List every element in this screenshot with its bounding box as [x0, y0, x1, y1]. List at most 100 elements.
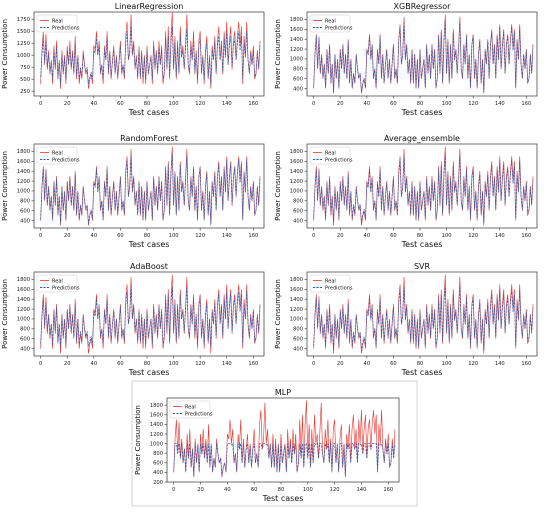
legend-predictions-label: Predictions	[185, 412, 213, 418]
x-tick-label: 0	[312, 361, 315, 367]
y-tick-label: 1600	[17, 159, 30, 165]
y-tick-label: 800	[293, 327, 303, 333]
y-tick-label: 1400	[290, 169, 303, 175]
x-tick-label: 80	[417, 361, 424, 367]
x-tick-label: 100	[442, 361, 452, 367]
y-tick-label: 600	[20, 337, 30, 343]
y-tick-label: 1500	[17, 29, 30, 35]
legend-predictions-label: Predictions	[52, 26, 80, 32]
y-tick-label: 1000	[290, 189, 303, 195]
y-axis-label: Power Consumption	[274, 19, 282, 89]
chart-panel-5: SVR 0 20 40 60 80 100 120 140 160 400 600 800 1000 120…	[274, 262, 538, 377]
predictions-series-line	[40, 286, 261, 347]
chart-title: Average_ensemble	[384, 134, 460, 143]
chart-title: AdaBoost	[130, 262, 168, 271]
x-tick-label: 160	[248, 101, 258, 107]
legend-real-label: Real	[325, 19, 336, 25]
x-tick-label: 120	[195, 101, 205, 107]
y-tick-label: 1800	[17, 149, 30, 155]
y-tick-label: 1750	[17, 17, 30, 23]
x-tick-label: 100	[169, 101, 179, 107]
chart-panel-0: LinearRegression 0 20 40 60 80 100 120 140 160 250…	[1, 2, 265, 117]
x-tick-label: 40	[364, 101, 371, 107]
y-tick-label: 1000	[290, 317, 303, 323]
chart-title: RandomForest	[120, 134, 178, 143]
x-tick-label: 140	[356, 487, 366, 493]
x-tick-label: 40	[364, 233, 371, 239]
chart-panel-1: XGBRegressor 0 20 40 60 80 100 120 140 160 400 600 8…	[274, 2, 538, 117]
x-tick-label: 20	[197, 487, 204, 493]
y-tick-label: 1200	[290, 179, 303, 185]
x-tick-label: 140	[495, 361, 505, 367]
y-tick-label: 1800	[290, 149, 303, 155]
x-tick-label: 40	[91, 101, 98, 107]
legend-predictions-label: Predictions	[325, 26, 353, 32]
y-tick-label: 800	[20, 327, 30, 333]
y-tick-label: 600	[293, 77, 303, 83]
y-tick-label: 600	[153, 461, 163, 467]
chart-panel-4: AdaBoost 0 20 40 60 80 100 120 140 160 400 600 800 10…	[1, 262, 265, 377]
y-tick-label: 1000	[17, 189, 30, 195]
x-axis-label: Test cases	[401, 108, 443, 117]
y-tick-label: 250	[20, 89, 30, 95]
y-axis-label: Power Consumption	[274, 279, 282, 349]
predictions-series-line	[313, 285, 534, 351]
legend-real-label: Real	[185, 405, 196, 411]
chart-title: LinearRegression	[115, 2, 184, 11]
predictions-series-line	[40, 26, 261, 85]
x-tick-label: 160	[521, 233, 531, 239]
y-tick-label: 1000	[290, 57, 303, 63]
legend-predictions-label: Predictions	[325, 158, 353, 164]
x-tick-label: 80	[417, 101, 424, 107]
y-tick-label: 1600	[17, 287, 30, 293]
x-tick-label: 160	[248, 233, 258, 239]
x-tick-label: 140	[495, 101, 505, 107]
y-tick-label: 1400	[290, 297, 303, 303]
x-tick-label: 40	[91, 233, 98, 239]
x-tick-label: 20	[64, 361, 71, 367]
x-tick-label: 140	[222, 101, 232, 107]
predictions-series-line	[40, 153, 261, 224]
x-tick-label: 100	[303, 487, 313, 493]
legend-real-label: Real	[52, 151, 63, 157]
legend-real-label: Real	[325, 151, 336, 157]
y-tick-label: 800	[153, 451, 163, 457]
legend-predictions-label: Predictions	[52, 158, 80, 164]
y-tick-label: 400	[20, 346, 30, 352]
x-tick-label: 100	[169, 233, 179, 239]
y-axis-label: Power Consumption	[1, 19, 9, 89]
x-tick-label: 140	[222, 361, 232, 367]
x-tick-label: 100	[442, 233, 452, 239]
y-tick-label: 1200	[17, 307, 30, 313]
y-tick-label: 1600	[150, 413, 163, 419]
x-tick-label: 60	[390, 233, 397, 239]
y-tick-label: 750	[20, 65, 30, 71]
chart-title: XGBRegressor	[394, 2, 452, 11]
x-axis-label: Test cases	[128, 108, 170, 117]
x-tick-label: 80	[278, 487, 285, 493]
y-tick-label: 1400	[290, 37, 303, 43]
legend-real-label: Real	[325, 279, 336, 285]
x-axis-label: Test cases	[401, 240, 443, 249]
legend-real-label: Real	[52, 279, 63, 285]
y-axis-label: Power Consumption	[1, 151, 9, 221]
predictions-series-line	[173, 442, 396, 476]
x-tick-label: 40	[364, 361, 371, 367]
y-tick-label: 1600	[290, 287, 303, 293]
x-tick-label: 20	[337, 101, 344, 107]
x-axis-label: Test cases	[128, 240, 170, 249]
y-tick-label: 500	[20, 77, 30, 83]
y-tick-label: 1800	[290, 17, 303, 23]
y-tick-label: 1800	[17, 277, 30, 283]
x-tick-label: 20	[337, 233, 344, 239]
x-tick-label: 160	[383, 487, 393, 493]
x-tick-label: 80	[144, 101, 151, 107]
x-tick-label: 60	[117, 233, 124, 239]
y-tick-label: 600	[293, 209, 303, 215]
chart-panel-3: Average_ensemble 0 20 40 60 80 100 120 140 160 400…	[274, 134, 538, 249]
x-tick-label: 80	[144, 361, 151, 367]
